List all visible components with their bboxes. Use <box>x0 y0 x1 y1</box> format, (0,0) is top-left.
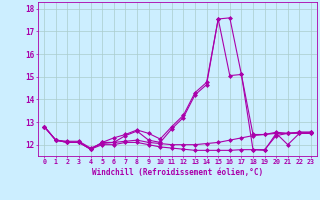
X-axis label: Windchill (Refroidissement éolien,°C): Windchill (Refroidissement éolien,°C) <box>92 168 263 177</box>
